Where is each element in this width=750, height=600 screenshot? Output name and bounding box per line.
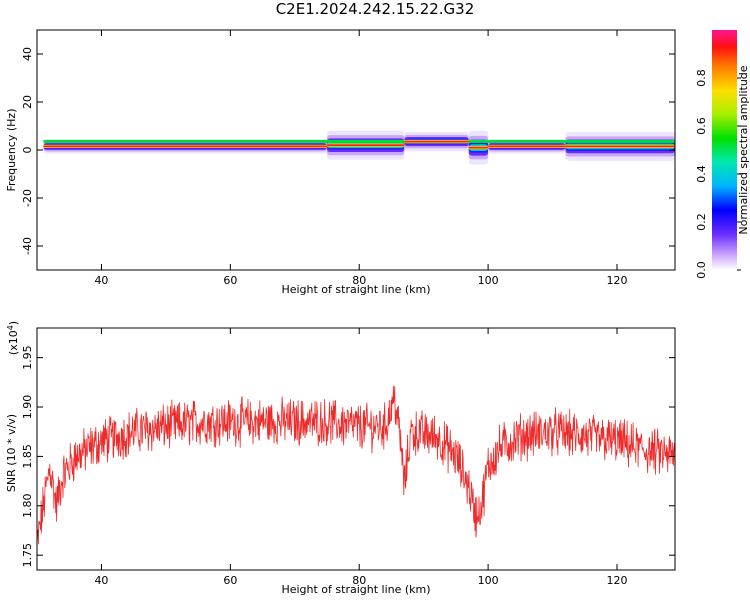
snr-ytick-label-3: 1.90 — [21, 395, 34, 420]
snr-y-label: SNR (10 * v/v) — [5, 414, 18, 492]
spectrogram-ridge — [43, 130, 675, 165]
colorbar-label: Normalized spectral amplitude — [737, 65, 750, 234]
snr-frame — [36, 327, 676, 571]
spectrogram-ytick-label-3: -20 — [21, 189, 34, 207]
spectrogram-xtick-label-0: 40 — [94, 274, 108, 287]
spectrogram-ytick-label-2: 0 — [21, 147, 34, 154]
ridge-core-red-3 — [468, 146, 489, 149]
colorbar-ticks: 0.0 0.2 0.4 0.6 0.8 — [695, 69, 741, 279]
spectrogram-ytick-label-1: 20 — [21, 95, 34, 109]
spectrogram-xtick-label-3: 100 — [478, 274, 499, 287]
spectrogram-x-label: Height of straight line (km) — [281, 283, 430, 296]
colorbar-gradient — [712, 30, 737, 270]
snr-y-scale: (x104) — [6, 321, 20, 355]
snr-xtick-label-4: 120 — [607, 574, 628, 587]
snr-ytick-label-1: 1.80 — [21, 494, 34, 518]
spectrogram-xtick-label-2: 80 — [352, 274, 366, 287]
ridge-core-red-1 — [327, 144, 405, 147]
ridge-core-red-2 — [404, 140, 469, 143]
colorbar-tick-label-1: 0.2 — [695, 213, 708, 231]
colorbar-tick-label-0: 0.0 — [695, 261, 708, 279]
snr-x-label: Height of straight line (km) — [281, 583, 430, 596]
snr-ticks: 40 60 80 100 120 1.75 1.80 1.85 1.90 1.95 — [21, 328, 675, 587]
spectrogram-xtick-label-1: 60 — [223, 274, 237, 287]
spectrogram-ytick-label-4: -40 — [21, 237, 34, 255]
snr-ytick-label-2: 1.85 — [21, 444, 34, 469]
snr-ytick-label-4: 1.95 — [21, 345, 34, 370]
spectrogram-y-label: Frequency (Hz) — [5, 109, 18, 192]
snr-xtick-label-0: 40 — [94, 574, 108, 587]
figure-title: C2E1.2024.242.15.22.G32 — [276, 0, 475, 18]
colorbar-tick-label-3: 0.6 — [695, 117, 708, 135]
spectrogram-ticks: 40 60 80 100 120 40 20 0 -20 -40 — [21, 30, 675, 287]
snr-series-line — [37, 385, 675, 545]
ridge-core-red-5 — [565, 145, 675, 148]
snr-ytick-label-0: 1.75 — [21, 543, 34, 568]
ridge-core-red-0 — [43, 145, 327, 148]
ridge-core-green — [43, 139, 675, 143]
snr-xtick-label-2: 80 — [352, 574, 366, 587]
spectrogram-ytick-label-0: 40 — [21, 47, 34, 61]
colorbar-tick-label-4: 0.8 — [695, 69, 708, 87]
ridge-core-red-4 — [488, 145, 566, 148]
colorbar-tick-label-2: 0.4 — [695, 165, 708, 183]
snr-xtick-label-1: 60 — [223, 574, 237, 587]
snr-panel: 40 60 80 100 120 1.75 1.80 1.85 1.90 1.95 Height … — [5, 321, 676, 596]
colorbar: 0.0 0.2 0.4 0.6 0.8 Normalized spectral ampl… — [695, 30, 750, 279]
spectrogram-xtick-label-4: 120 — [607, 274, 628, 287]
snr-xtick-label-3: 100 — [478, 574, 499, 587]
spectrogram-panel: 40 60 80 100 120 40 20 0 -20 -40 Height of straig… — [5, 29, 676, 296]
